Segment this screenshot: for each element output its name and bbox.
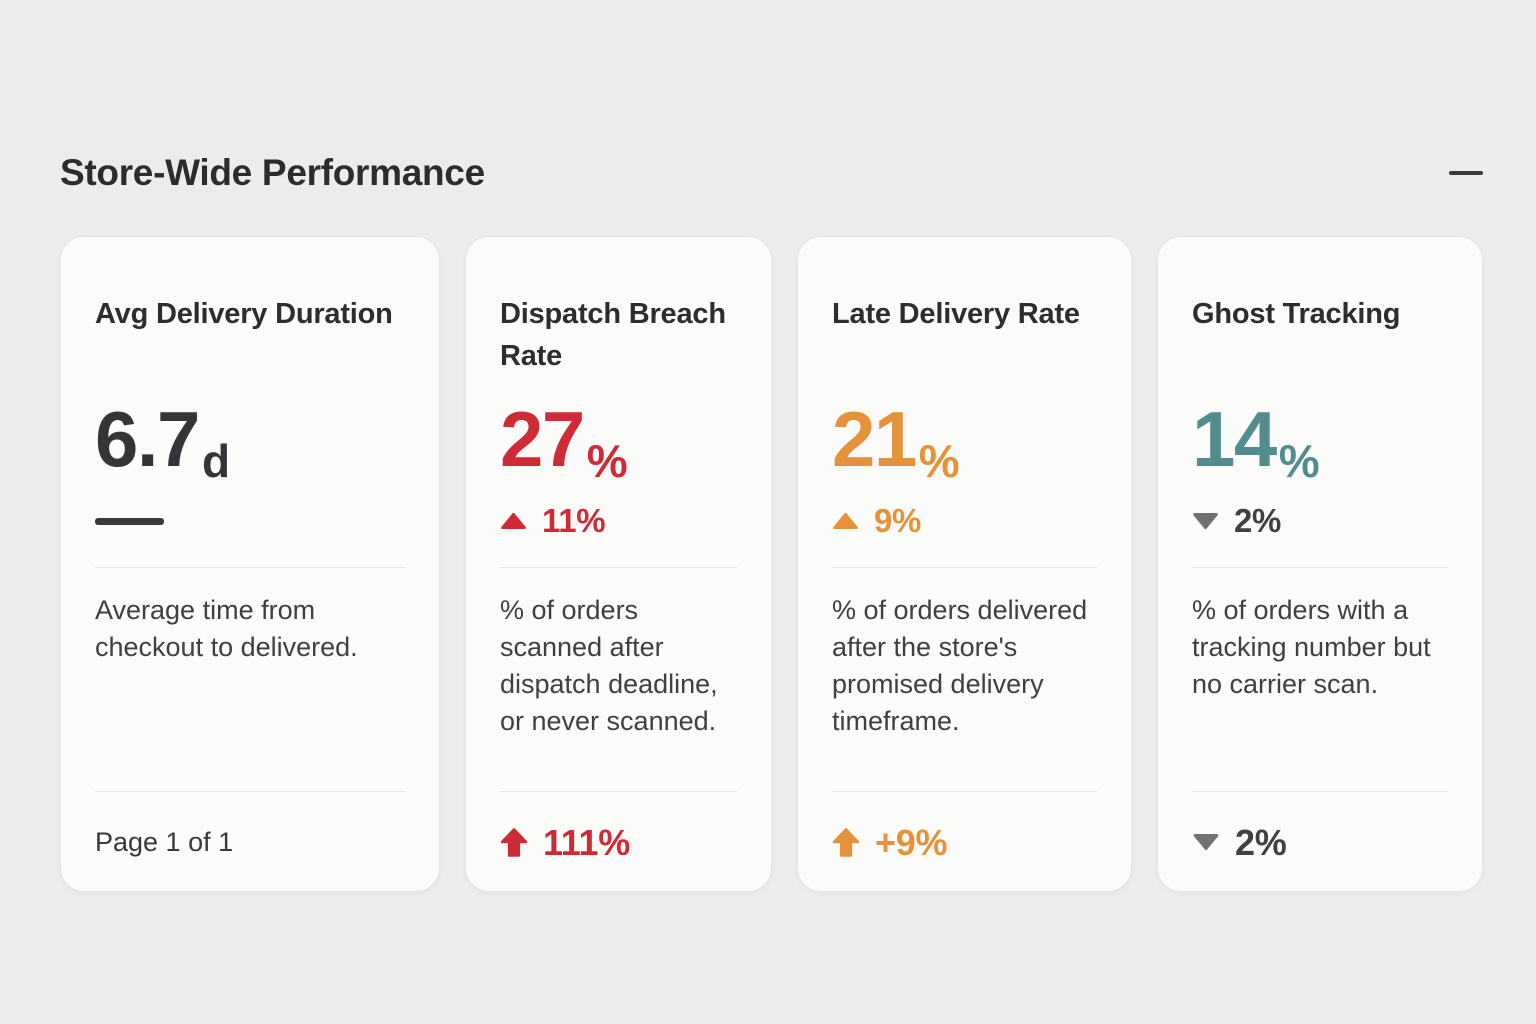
metric-description: % of orders with a tracking number but n… bbox=[1192, 595, 1431, 699]
metric-delta: 9% bbox=[832, 499, 1097, 543]
footer-delta-value: +9% bbox=[875, 821, 948, 863]
card-divider bbox=[500, 567, 737, 568]
footer-delta-value: 2% bbox=[1235, 821, 1287, 863]
arrow-up-icon bbox=[500, 827, 528, 858]
kpi-card-avg-delivery-duration: Avg Delivery Duration 6.7 d Average time fr… bbox=[60, 236, 440, 892]
card-divider bbox=[95, 567, 405, 568]
card-footer: +9% bbox=[832, 792, 1097, 891]
metric-value: 6.7 d bbox=[95, 389, 405, 489]
metric-number: 14 bbox=[1192, 395, 1277, 483]
metric-delta: 2% bbox=[1192, 499, 1448, 543]
page-title: Store-Wide Performance bbox=[60, 152, 485, 193]
triangle-down-icon bbox=[1192, 834, 1220, 851]
card-footer: 111% bbox=[500, 792, 737, 891]
metric-value: 14% bbox=[1192, 389, 1448, 489]
card-divider bbox=[1192, 791, 1448, 792]
metric-description: Average time from checkout to delivered. bbox=[95, 595, 358, 662]
triangle-up-icon bbox=[500, 512, 527, 530]
metric-unit: % bbox=[1278, 435, 1320, 487]
delta-value: 11% bbox=[542, 502, 606, 539]
kpi-card-late-delivery-rate: Late Delivery Rate 21% 9% % of orders deliv… bbox=[797, 236, 1132, 892]
metric-unit: % bbox=[918, 435, 960, 487]
metric-value: 21% bbox=[832, 389, 1097, 489]
triangle-up-icon bbox=[832, 512, 859, 530]
metric-number: 6.7 bbox=[95, 395, 200, 483]
minus-icon bbox=[1449, 171, 1483, 175]
card-title: Dispatch Breach Rate bbox=[500, 298, 726, 372]
delta-value: 9% bbox=[874, 502, 922, 539]
metric-description: % of orders delivered after the store's … bbox=[832, 595, 1088, 736]
metric-number: 21 bbox=[832, 395, 917, 483]
card-title: Ghost Tracking bbox=[1192, 298, 1401, 330]
metric-description: % of orders scanned after dispatch deadl… bbox=[500, 595, 718, 736]
footer-delta-value: 111% bbox=[543, 821, 630, 863]
card-divider bbox=[500, 791, 737, 792]
collapse-section-button[interactable] bbox=[1449, 161, 1483, 185]
card-footer: Page 1 of 1 bbox=[95, 792, 405, 891]
metric-unit: % bbox=[586, 435, 628, 487]
card-divider bbox=[832, 567, 1097, 568]
card-divider bbox=[1192, 567, 1448, 568]
arrow-up-icon bbox=[832, 827, 860, 858]
metric-value: 27% bbox=[500, 389, 737, 489]
card-title: Late Delivery Rate bbox=[832, 298, 1080, 330]
section-header: Store-Wide Performance bbox=[60, 150, 1483, 196]
dashboard-section: Store-Wide Performance Avg Delivery Dura… bbox=[60, 0, 1483, 892]
metric-delta: 11% bbox=[500, 499, 737, 543]
card-title: Avg Delivery Duration bbox=[95, 298, 393, 330]
card-divider bbox=[832, 791, 1097, 792]
card-divider bbox=[95, 791, 405, 792]
card-footer: 2% bbox=[1192, 792, 1448, 891]
kpi-cards-row: Avg Delivery Duration 6.7 d Average time fr… bbox=[60, 236, 1483, 892]
metric-delta bbox=[95, 499, 405, 543]
triangle-down-icon bbox=[1192, 512, 1219, 530]
metric-unit: d bbox=[201, 435, 231, 487]
kpi-card-ghost-tracking: Ghost Tracking 14% 2% % of orders with a tr… bbox=[1157, 236, 1483, 892]
no-change-dash-icon bbox=[95, 517, 164, 525]
no-change-dash-icon bbox=[95, 517, 164, 525]
page-indicator: Page 1 of 1 bbox=[95, 827, 234, 857]
metric-number: 27 bbox=[500, 395, 585, 483]
delta-value: 2% bbox=[1234, 502, 1282, 539]
kpi-card-dispatch-breach-rate: Dispatch Breach Rate 27% 11% % of orders sc… bbox=[465, 236, 772, 892]
